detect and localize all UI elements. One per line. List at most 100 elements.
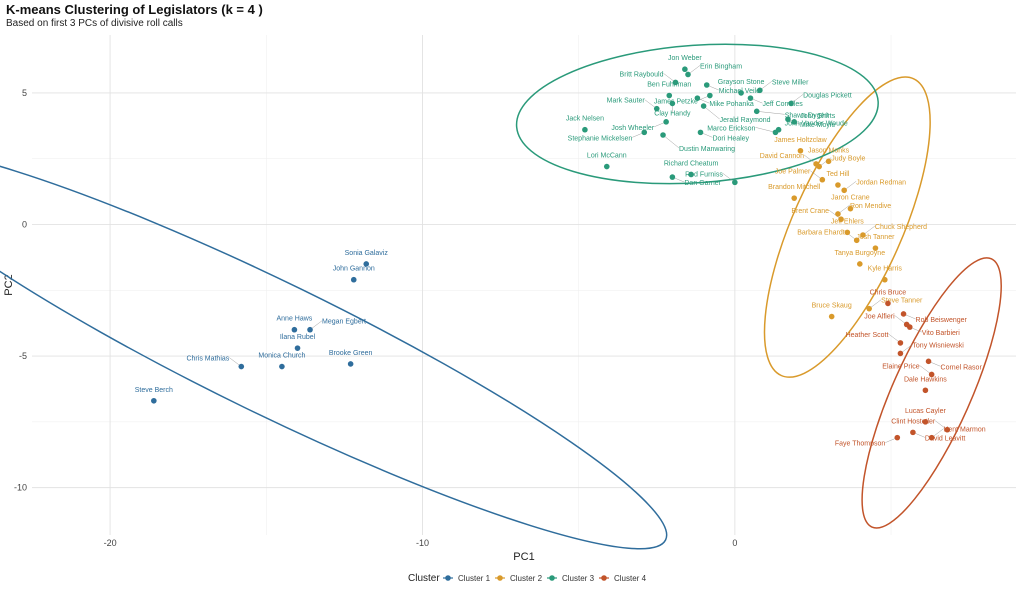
data-point <box>291 326 298 333</box>
data-point <box>694 95 701 101</box>
cluster-ellipse-cluster-1 <box>0 146 668 550</box>
data-point <box>860 232 866 238</box>
data-point <box>857 261 863 267</box>
data-point <box>897 350 904 357</box>
data-point <box>688 171 694 178</box>
data-point <box>910 429 916 436</box>
data-point <box>732 179 738 186</box>
point-label: Brandon Mitchell <box>768 184 821 191</box>
data-point <box>791 195 798 201</box>
data-point <box>582 126 588 133</box>
data-point <box>841 187 847 194</box>
point-label: Lucas Cayler <box>905 408 947 415</box>
point-label: Steve Berch <box>135 387 173 394</box>
point-label: Barbara Ehardt <box>797 229 845 236</box>
point-label: Tanya Burgoyne <box>835 250 886 257</box>
data-point <box>922 387 929 394</box>
data-point <box>672 79 679 86</box>
legend-label: Cluster 4 <box>614 574 647 583</box>
label-leader <box>662 134 680 149</box>
point-label: Jason Monks <box>808 147 850 154</box>
data-point <box>738 90 744 96</box>
point-label: Ben Fuhriman <box>647 82 691 89</box>
point-label: Ted Hill <box>826 171 849 178</box>
legend-key-cluster-2 <box>497 575 503 581</box>
label-leader <box>703 105 720 120</box>
point-label: Joe Alfieri <box>864 313 895 320</box>
point-label: Richard Cheatum <box>664 160 719 167</box>
point-label: Josh Tanner <box>856 234 895 241</box>
point-label: Tony Wisniewski <box>912 342 964 349</box>
data-point <box>819 176 826 183</box>
point-label: Ilana Rubel <box>280 334 316 341</box>
point-label: Shawn Dygert <box>785 112 829 119</box>
data-point <box>660 132 666 138</box>
data-point <box>828 313 835 320</box>
point-label: Steve Tanner <box>881 298 923 305</box>
data-point <box>872 245 879 251</box>
data-point <box>653 105 660 112</box>
legend-key-cluster-3 <box>549 575 555 581</box>
point-label: Grayson Stone <box>718 79 765 86</box>
point-label: Stephanie Mickelsen <box>568 135 633 142</box>
data-point <box>928 371 935 378</box>
point-label: Mike Moyle <box>800 122 836 129</box>
point-label: Sonia Galaviz <box>345 250 389 257</box>
point-label: Jerald Raymond <box>720 117 771 124</box>
y-tick-label: 0 <box>22 219 27 229</box>
data-point <box>707 92 713 99</box>
data-point <box>791 119 798 125</box>
x-tick-label: 0 <box>732 538 737 548</box>
point-label: David Cannon <box>760 153 804 160</box>
point-label: James Petzke <box>654 99 698 106</box>
data-points <box>151 66 951 441</box>
point-label: Mike Pohanka <box>709 101 753 108</box>
data-point <box>835 211 841 217</box>
data-point <box>894 434 901 441</box>
point-label: Clay Handy <box>654 110 691 117</box>
point-label: Kyle Harris <box>868 266 903 273</box>
point-label: James Holtzclaw <box>774 137 827 144</box>
point-label: Mark Sauter <box>607 98 646 105</box>
data-point <box>703 82 710 88</box>
data-point <box>944 426 951 433</box>
y-tick-label: -10 <box>14 483 27 493</box>
data-point <box>747 95 754 101</box>
point-label: Megan Egbert <box>322 319 366 326</box>
point-label: Ron Mendive <box>850 203 891 210</box>
data-point <box>835 182 841 188</box>
data-point <box>279 363 285 370</box>
data-point <box>788 100 794 107</box>
point-label: Josh Wheeler <box>611 125 654 132</box>
data-point <box>900 311 907 317</box>
x-tick-label: -10 <box>416 538 429 548</box>
data-point <box>906 324 913 330</box>
label-leader <box>756 111 785 115</box>
data-point <box>825 158 832 165</box>
point-label: Douglas Pickett <box>803 92 852 99</box>
legend-title: Cluster <box>408 573 440 584</box>
point-label: Elaine Price <box>882 363 919 370</box>
data-point <box>666 92 673 99</box>
point-label: Rod Furniss <box>685 171 723 178</box>
data-point <box>882 276 888 283</box>
point-label: Jaron Crane <box>831 195 870 202</box>
data-point <box>347 361 354 367</box>
point-label: Jeff Cornilles <box>762 101 803 108</box>
data-point <box>928 434 935 441</box>
x-tick-label: -20 <box>104 538 117 548</box>
cluster-ellipse-cluster-3 <box>515 43 879 185</box>
point-label: Lori McCann <box>587 153 627 160</box>
point-label: Clint Hostetler <box>891 419 936 426</box>
point-label: John Vander Woude <box>785 121 848 128</box>
data-point <box>925 358 932 365</box>
data-point <box>603 163 610 170</box>
point-label: Brent Crane <box>791 208 829 215</box>
data-point <box>897 340 904 346</box>
label-leader <box>755 127 776 133</box>
cluster-ellipse-cluster-4 <box>861 257 1002 529</box>
x-axis-title: PC1 <box>513 551 534 563</box>
point-label: Bruce Skaug <box>812 303 852 310</box>
data-point <box>772 129 779 136</box>
